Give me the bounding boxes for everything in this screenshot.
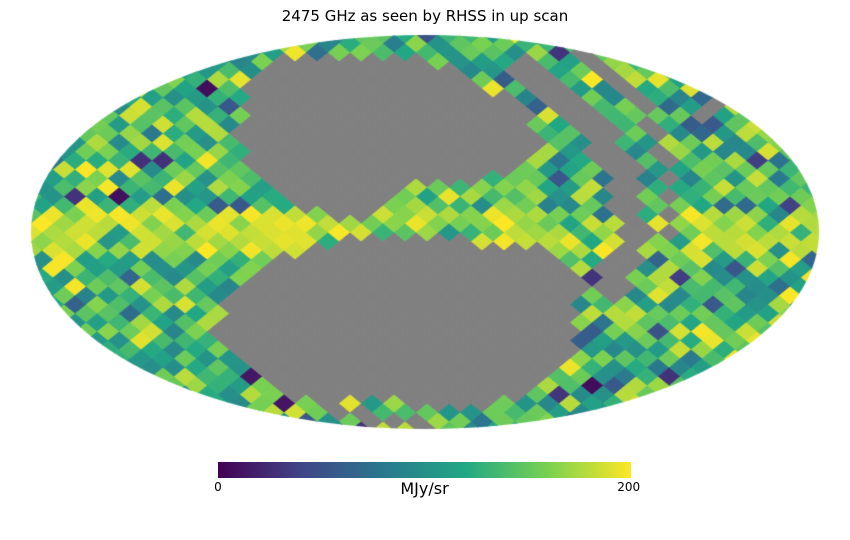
- colorbar-label: MJy/sr: [400, 479, 449, 498]
- colorbar: 0 200 MJy/sr: [214, 462, 640, 504]
- colorbar-tick-min: 0: [214, 480, 222, 494]
- colorbar-tick-max: 200: [617, 480, 641, 494]
- chart-title: 2475 GHz as seen by RHSS in up scan: [281, 7, 569, 25]
- colorbar-gradient: [218, 462, 631, 478]
